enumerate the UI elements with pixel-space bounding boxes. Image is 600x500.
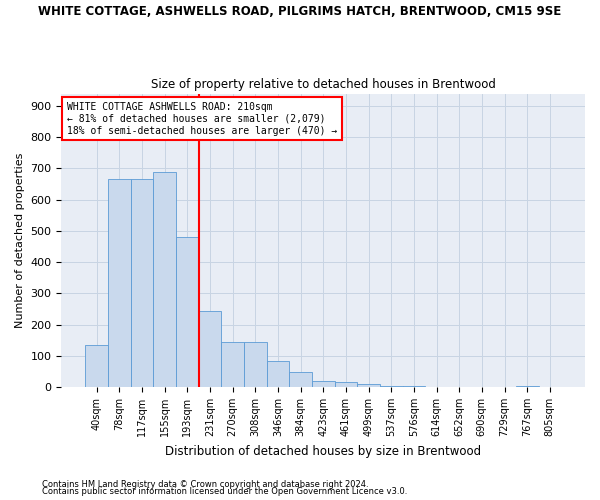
- Bar: [131, 180, 153, 387]
- Bar: [199, 310, 221, 387]
- Bar: [516, 386, 539, 387]
- Bar: [153, 172, 176, 387]
- Bar: [289, 372, 312, 387]
- Bar: [357, 384, 380, 387]
- Bar: [335, 382, 357, 387]
- Bar: [244, 342, 266, 387]
- Bar: [403, 386, 425, 387]
- Bar: [176, 237, 199, 387]
- Bar: [108, 180, 131, 387]
- Text: WHITE COTTAGE, ASHWELLS ROAD, PILGRIMS HATCH, BRENTWOOD, CM15 9SE: WHITE COTTAGE, ASHWELLS ROAD, PILGRIMS H…: [38, 5, 562, 18]
- Text: Contains public sector information licensed under the Open Government Licence v3: Contains public sector information licen…: [42, 487, 407, 496]
- Bar: [266, 361, 289, 387]
- Y-axis label: Number of detached properties: Number of detached properties: [15, 152, 25, 328]
- Bar: [221, 342, 244, 387]
- Text: Contains HM Land Registry data © Crown copyright and database right 2024.: Contains HM Land Registry data © Crown c…: [42, 480, 368, 489]
- X-axis label: Distribution of detached houses by size in Brentwood: Distribution of detached houses by size …: [165, 444, 481, 458]
- Bar: [380, 386, 403, 387]
- Bar: [85, 345, 108, 387]
- Bar: [312, 381, 335, 387]
- Text: WHITE COTTAGE ASHWELLS ROAD: 210sqm
← 81% of detached houses are smaller (2,079): WHITE COTTAGE ASHWELLS ROAD: 210sqm ← 81…: [67, 102, 337, 136]
- Title: Size of property relative to detached houses in Brentwood: Size of property relative to detached ho…: [151, 78, 496, 91]
